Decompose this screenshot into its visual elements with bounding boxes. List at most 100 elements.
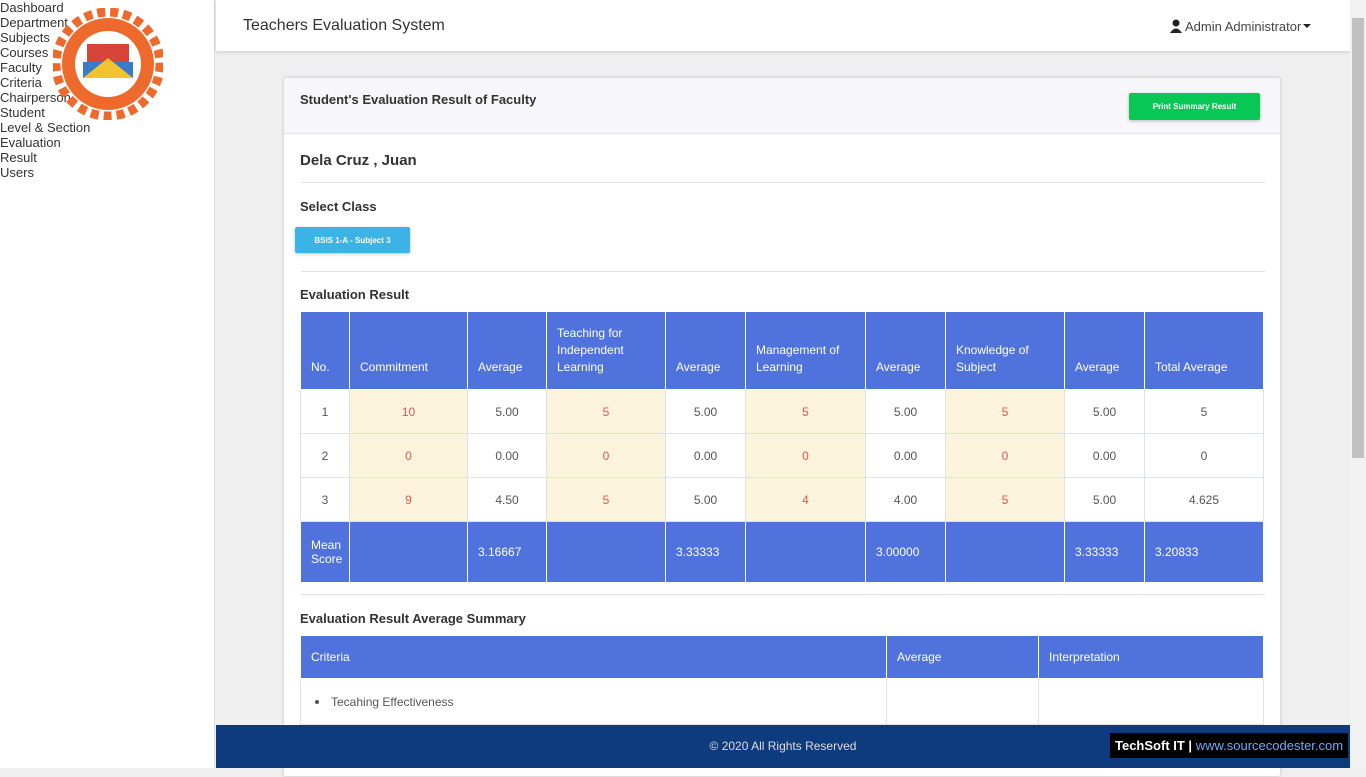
column-header: Management of Learning xyxy=(745,311,866,390)
cell: 0.00 xyxy=(1064,433,1145,478)
menu-label: Courses xyxy=(0,45,49,60)
cell: 5 xyxy=(546,477,666,522)
menu-label: Department xyxy=(0,15,68,30)
divider xyxy=(301,594,1265,595)
column-header: Teaching for Independent Learning xyxy=(546,311,666,390)
cell: 0 xyxy=(349,433,468,478)
cell: 5.00 xyxy=(665,389,746,434)
scrollbar-thumb[interactable] xyxy=(1352,18,1364,458)
criteria-item: Tecahing Effectiveness xyxy=(315,695,876,709)
credit-badge: TechSoft IT | www.sourcecodester.com xyxy=(1110,733,1349,758)
summary-heading: Evaluation Result Average Summary xyxy=(300,611,526,626)
divider xyxy=(301,271,1265,272)
card-title: Student's Evaluation Result of Faculty xyxy=(300,92,537,107)
mean-cell: Mean Score xyxy=(300,521,350,583)
class-button[interactable]: BSIS 1-A - Subject 3 xyxy=(295,227,410,253)
menu-item[interactable]: Chairperson xyxy=(0,90,214,105)
sidebar: Dashboard Department Subjects Courses Facult… xyxy=(0,0,215,768)
menu-item[interactable]: Dashboard xyxy=(0,0,214,15)
header-row: No. Commitment Average Teaching for Indepen… xyxy=(300,311,1264,390)
column-header: Commitment xyxy=(349,311,468,390)
menu-label: Level & Section xyxy=(0,120,91,135)
data-row: 1 10 5.00 5 5.00 5 5.00 5 5.00 5 xyxy=(300,389,1264,434)
cell: 10 xyxy=(349,389,468,434)
bullet xyxy=(315,699,319,704)
user-menu[interactable]: Admin Administrator xyxy=(1185,19,1302,34)
divider xyxy=(301,182,1265,183)
menu-item[interactable]: Faculty xyxy=(0,60,214,75)
column-header: Criteria xyxy=(300,635,887,679)
menu-item[interactable]: Subjects xyxy=(0,30,214,45)
cell: 0.00 xyxy=(665,433,746,478)
results-table: No. Commitment Average Teaching for Indepen… xyxy=(300,311,1264,583)
mean-row: Mean Score 3.16667 3.33333 3.00000 3.33333 3.… xyxy=(300,521,1264,583)
menu-item[interactable]: Criteria xyxy=(0,75,214,90)
top-bar: Teachers Evaluation System Admin Adminis… xyxy=(216,0,1350,51)
menu-item[interactable]: Student xyxy=(0,105,214,120)
column-header: Average xyxy=(665,311,746,390)
cell: 4.00 xyxy=(865,477,946,522)
menu-item[interactable]: Users xyxy=(0,165,214,180)
mean-cell: 3.00000 xyxy=(865,521,946,583)
cell: 5.00 xyxy=(1064,477,1145,522)
logo xyxy=(53,8,163,120)
print-button[interactable]: Print Summary Result xyxy=(1129,93,1260,120)
mean-cell: 3.33333 xyxy=(665,521,746,583)
cell: 5.00 xyxy=(665,477,746,522)
cell: 5.00 xyxy=(467,389,547,434)
cell: 4.50 xyxy=(467,477,547,522)
cell: 5 xyxy=(1144,389,1264,434)
mean-cell: 3.16667 xyxy=(467,521,547,583)
mean-cell: 3.33333 xyxy=(1064,521,1145,583)
user-icon xyxy=(1170,19,1182,33)
column-header: Average xyxy=(886,635,1039,679)
menu-label: Evaluation xyxy=(0,135,61,150)
cell: 5 xyxy=(945,477,1065,522)
cell: 0 xyxy=(546,433,666,478)
cell: 5.00 xyxy=(1064,389,1145,434)
menu-label: Chairperson xyxy=(0,90,71,105)
cell: 4.625 xyxy=(1144,477,1264,522)
criteria-label: Tecahing Effectiveness xyxy=(331,694,454,709)
menu-label: Faculty xyxy=(0,60,42,75)
cell: 2 xyxy=(300,433,350,478)
mean-cell xyxy=(349,521,468,583)
menu-item[interactable]: Level & Section xyxy=(0,120,214,135)
select-class-label: Select Class xyxy=(300,199,377,214)
summary-table: Criteria Average Interpretation Tecahing Ef… xyxy=(300,635,1264,725)
cell xyxy=(1038,678,1264,725)
cell: 0 xyxy=(945,433,1065,478)
cell: 4 xyxy=(745,477,866,522)
cell: 0.00 xyxy=(467,433,547,478)
cell: 5 xyxy=(745,389,866,434)
evaluation-heading: Evaluation Result xyxy=(300,287,410,302)
menu-label: Result xyxy=(0,150,37,165)
summary-row: Tecahing Effectiveness xyxy=(300,678,1264,725)
menu-label: Dashboard xyxy=(0,0,64,15)
menu-label: Student xyxy=(0,105,45,120)
menu-label: Users xyxy=(0,165,34,180)
faculty-name: Dela Cruz , Juan xyxy=(300,152,417,169)
cell: 0.00 xyxy=(865,433,946,478)
cell: 0 xyxy=(745,433,866,478)
card: Student's Evaluation Result of Faculty P… xyxy=(283,77,1281,777)
credit-link[interactable]: www.sourcecodester.com xyxy=(1195,738,1344,753)
cell: 1 xyxy=(300,389,350,434)
column-header: Interpretation xyxy=(1038,635,1264,679)
menu-label: Subjects xyxy=(0,30,50,45)
menu-label: Criteria xyxy=(0,75,42,90)
menu-item[interactable]: Department xyxy=(0,15,214,30)
caret xyxy=(1303,24,1311,28)
footer: © 2020 All Rights Reserved TechSoft IT |… xyxy=(216,725,1350,768)
menu-item[interactable]: Courses xyxy=(0,45,214,60)
data-row: 3 9 4.50 5 5.00 4 4.00 5 5.00 4.625 xyxy=(300,477,1264,522)
header-row: Criteria Average Interpretation xyxy=(300,635,1264,679)
cell: 9 xyxy=(349,477,468,522)
column-header: No. xyxy=(300,311,350,390)
mean-cell xyxy=(546,521,666,583)
copyright: © 2020 All Rights Reserved xyxy=(709,739,857,753)
data-row: 2 0 0.00 0 0.00 0 0.00 0 0.00 0 xyxy=(300,433,1264,478)
menu-item[interactable]: Evaluation xyxy=(0,135,214,150)
menu-item[interactable]: Result xyxy=(0,150,214,165)
